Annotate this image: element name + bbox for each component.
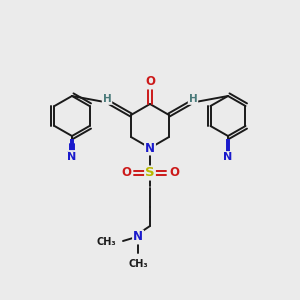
Text: CH₃: CH₃: [96, 237, 116, 247]
Text: O: O: [145, 76, 155, 88]
Text: O: O: [169, 167, 179, 179]
Text: N: N: [68, 152, 76, 162]
Text: H: H: [103, 94, 111, 104]
Text: CH₃: CH₃: [128, 259, 148, 269]
Text: N: N: [133, 230, 143, 244]
Text: N: N: [224, 152, 232, 162]
Text: H: H: [189, 94, 197, 104]
Text: S: S: [145, 167, 155, 179]
Text: N: N: [66, 151, 76, 161]
Text: N: N: [145, 142, 155, 154]
Text: O: O: [121, 167, 131, 179]
